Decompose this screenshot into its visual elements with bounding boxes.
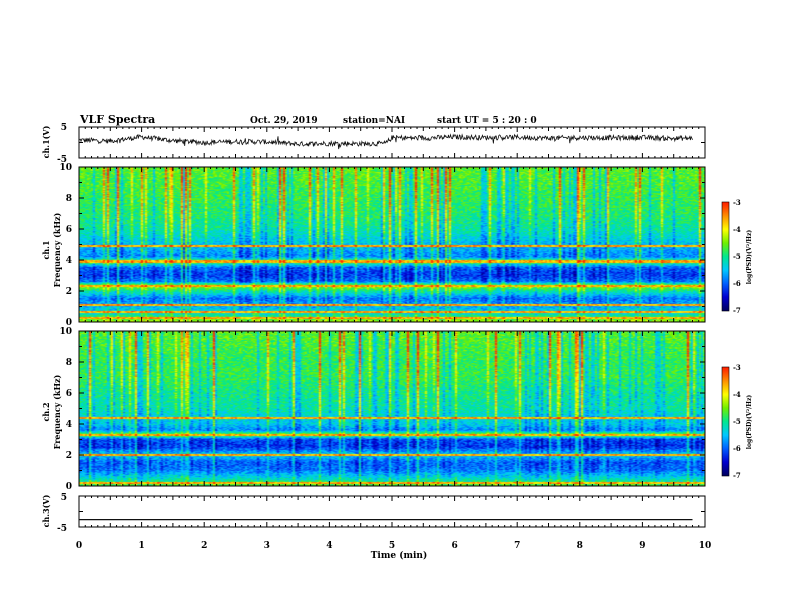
ch2-cb-tick-m6: -6 — [733, 444, 741, 453]
ch1-waveform-ylabel: ch.1(V) — [41, 125, 51, 158]
ch2-freq-ylabel: Frequency (kHz) — [52, 374, 62, 449]
ch2-ytick-6: 6 — [66, 389, 72, 399]
date-label: Oct. 29, 2019 — [250, 116, 318, 126]
cb1-image — [722, 202, 729, 311]
ch2-spectrogram-panel: 0 2 4 6 8 10 ch.2 Frequency (kHz) — [41, 327, 706, 492]
ch2-colorbar: -3 -4 -5 -6 -7 log(PSD)(V²/Hz) — [721, 363, 753, 480]
ch2-ytick-4: 4 — [66, 420, 72, 430]
x-axis: 0 1 2 3 4 5 6 7 8 9 10 — [76, 541, 711, 551]
ch3-ytick-bottom: -5 — [57, 524, 67, 534]
ch1-colorbar-label: log(PSD)(V²/Hz) — [746, 230, 753, 285]
ch1-cb-tick-m7: -7 — [733, 306, 741, 315]
ch1-ytick-4: 4 — [66, 256, 72, 266]
ch1-spectrogram-panel: 0 2 4 6 8 10 ch.1 Frequency (kHz) — [41, 163, 706, 328]
ch2-ytick-0: 0 — [66, 482, 72, 492]
x-tick-label: 7 — [514, 541, 520, 551]
axis-ticks — [78, 126, 706, 528]
ch2-colorbar-gradient — [721, 366, 730, 477]
ch1-colorbar-gradient — [721, 201, 730, 312]
x-tick-label: 0 — [76, 541, 82, 551]
x-tick-label: 10 — [699, 541, 712, 551]
ch3-ytick-top: 5 — [61, 493, 67, 503]
cb2-image — [722, 367, 729, 476]
start-time-label: start UT = 5 : 20 : 0 — [437, 116, 537, 126]
ch2-ytick-8: 8 — [66, 358, 72, 368]
x-tick-label: 8 — [577, 541, 583, 551]
ch2-cb-tick-m7: -7 — [733, 471, 741, 480]
ch2-channel-label: ch.2 — [41, 402, 51, 421]
ch1-cb-tick-m5: -5 — [733, 252, 741, 261]
ch2-ytick-10: 10 — [59, 327, 72, 337]
ch2-cb-tick-m4: -4 — [733, 390, 741, 399]
ch2-spectrogram-image — [79, 331, 705, 486]
ch3-waveform-ylabel: ch.3(V) — [41, 494, 51, 527]
ch2-cb-tick-m3: -3 — [733, 363, 741, 372]
x-axis-label: Time (min) — [371, 550, 428, 561]
ch3-waveform-panel: 5 -5 ch.3(V) — [41, 493, 706, 534]
x-tick-label: 5 — [389, 541, 395, 551]
x-tick-label: 1 — [138, 541, 144, 551]
ch1-cb-tick-m6: -6 — [733, 279, 741, 288]
ch1-ytick-6: 6 — [66, 225, 72, 235]
ch1-cb-tick-m3: -3 — [733, 198, 741, 207]
ch1-spectrogram-image — [79, 167, 705, 322]
figure-title: VLF Spectra — [79, 113, 155, 126]
ch1-colorbar: -3 -4 -5 -6 -7 log(PSD)(V²/Hz) — [721, 198, 753, 315]
ch1-ytick-bottom: -5 — [57, 155, 67, 165]
x-tick-label: 6 — [451, 541, 457, 551]
ch2-colorbar-label: log(PSD)(V²/Hz) — [746, 395, 753, 450]
ch1-cb-tick-m4: -4 — [733, 225, 741, 234]
x-tick-label: 2 — [201, 541, 207, 551]
x-tick-label: 4 — [326, 541, 332, 551]
x-tick-label: 9 — [639, 541, 645, 551]
ch1-ytick-8: 8 — [66, 194, 72, 204]
ch2-cb-tick-m5: -5 — [733, 417, 741, 426]
ch1-waveform-trace — [78, 133, 693, 150]
ch1-waveform-panel: 5 -5 ch.1(V) — [41, 123, 706, 165]
ch1-freq-ylabel: Frequency (kHz) — [52, 212, 62, 287]
ch2-ytick-2: 2 — [66, 451, 72, 461]
ch1-ytick-0: 0 — [66, 318, 72, 328]
x-tick-label: 3 — [264, 541, 270, 551]
ch1-channel-label: ch.1 — [41, 240, 51, 259]
ch1-ytick-top: 5 — [61, 123, 67, 133]
ch1-ytick-10: 10 — [59, 163, 72, 173]
ch1-ytick-2: 2 — [66, 287, 72, 297]
station-label: station=NAI — [343, 116, 405, 126]
